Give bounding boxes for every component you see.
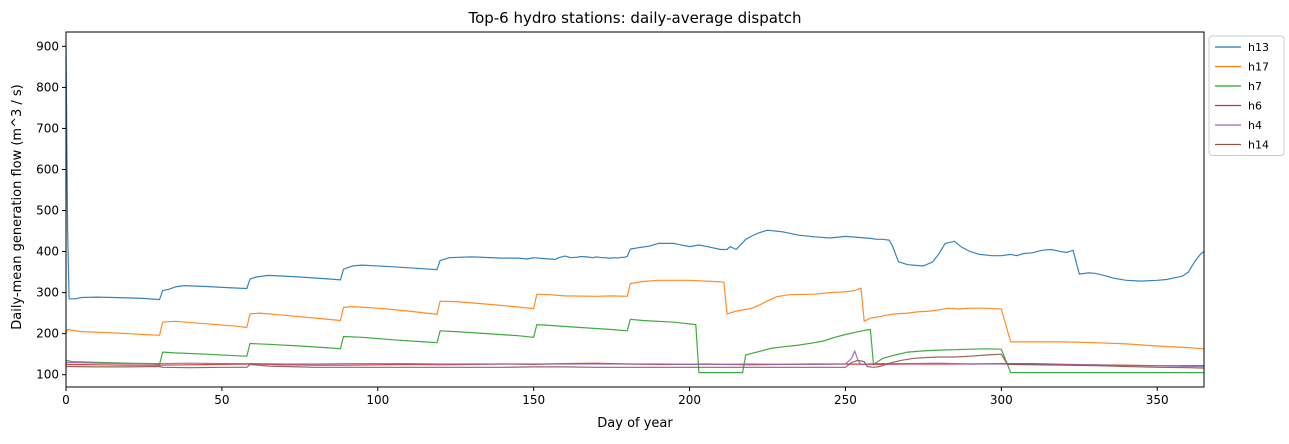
x-tick-label: 250: [834, 393, 857, 407]
y-tick-label: 600: [36, 162, 59, 176]
x-tick-label: 50: [214, 393, 229, 407]
series-line-h17: [66, 279, 1204, 350]
legend-label-h7: h7: [1248, 80, 1262, 93]
y-tick-label: 700: [36, 121, 59, 135]
legend-label-h14: h14: [1248, 139, 1269, 152]
y-tick-label: 400: [36, 245, 59, 259]
x-tick-label: 300: [990, 393, 1013, 407]
series-line-h7: [66, 318, 1204, 374]
y-tick-label: 900: [36, 39, 59, 53]
x-tick-label: 150: [522, 393, 545, 407]
x-tick-label: 350: [1146, 393, 1169, 407]
plot-frame: [65, 31, 1205, 388]
series-line-h14: [66, 353, 1204, 369]
y-tick-label: 100: [36, 368, 59, 382]
legend-label-h13: h13: [1248, 41, 1269, 54]
y-tick-label: 300: [36, 286, 59, 300]
y-tick-label: 500: [36, 204, 59, 218]
legend-label-h6: h6: [1248, 100, 1262, 113]
legend-label-h4: h4: [1248, 119, 1262, 132]
x-tick-label: 0: [62, 393, 70, 407]
y-tick-label: 800: [36, 80, 59, 94]
x-axis-title: Day of year: [597, 416, 673, 431]
series-line-h13: [66, 46, 1204, 301]
series-line-h4: [66, 350, 1204, 368]
series-layer: [66, 46, 1204, 374]
y-axis-title: Daily-mean generation flow (m^3 / s): [10, 84, 25, 329]
chart-title: Top-6 hydro stations: daily-average disp…: [467, 9, 801, 27]
y-tick-label: 200: [36, 327, 59, 341]
x-tick-label: 100: [366, 393, 389, 407]
x-tick-label: 200: [678, 393, 701, 407]
legend-label-h17: h17: [1248, 61, 1269, 74]
legend: h13 h17 h7 h6 h4 h14: [1208, 35, 1285, 156]
legend-box: [1208, 35, 1285, 156]
axes-layer: 0 50 100 150 200 250 300 350 100 200 300 400 500 600 7…: [36, 31, 1205, 407]
